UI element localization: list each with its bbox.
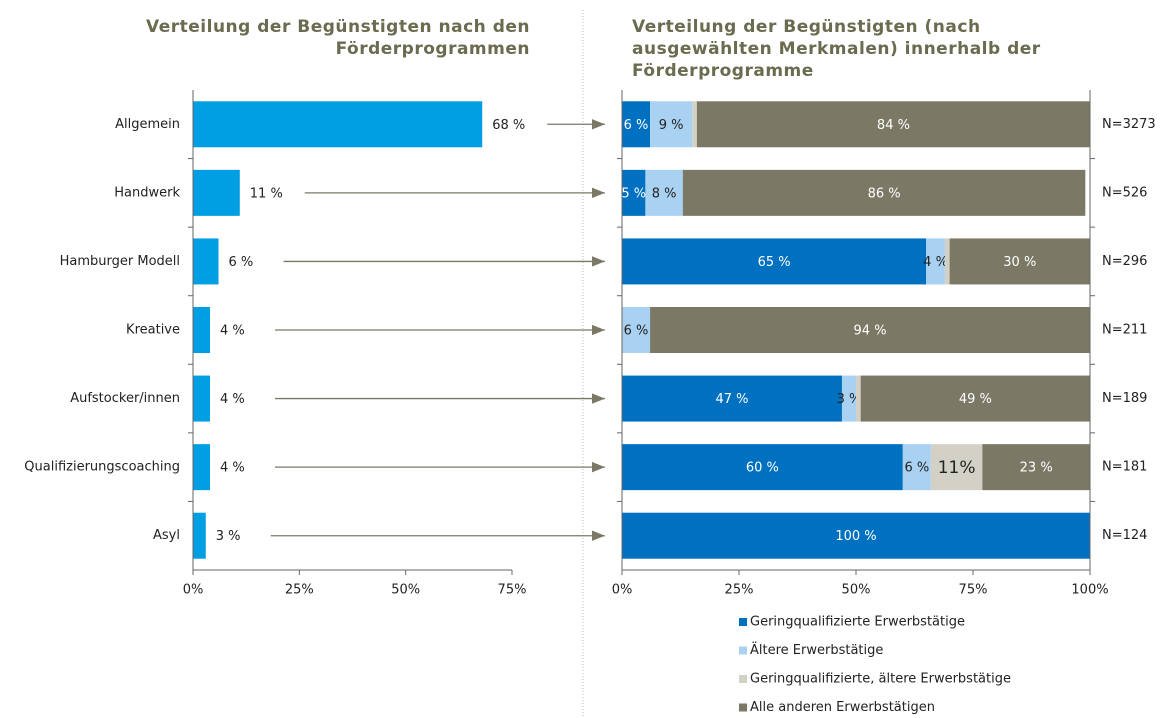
- bar: [193, 101, 483, 148]
- bar: [193, 238, 219, 285]
- value-label: 84 %: [877, 118, 910, 133]
- left-title: Verteilung der Begünstigten nach den För…: [146, 17, 530, 59]
- bar: [193, 512, 206, 559]
- category-label: Hamburger Modell: [60, 254, 180, 269]
- bar-segment: [902, 444, 931, 491]
- x-tick-label: 25%: [725, 583, 754, 598]
- n-label: N=181: [1102, 460, 1147, 475]
- value-label: 49 %: [959, 392, 992, 407]
- value-label: 65 %: [758, 255, 791, 270]
- value-label: 4 %: [220, 324, 245, 339]
- n-label: N=3273: [1102, 117, 1156, 132]
- x-tick-label: 0%: [183, 583, 204, 598]
- bar: [193, 307, 211, 353]
- value-label: 4 %: [220, 392, 245, 407]
- legend-label: Geringqualifizierte, ältere Erwerbstätig…: [750, 672, 1011, 687]
- value-label: 8 %: [652, 186, 677, 201]
- value-label: 60 %: [746, 461, 779, 476]
- bar-segment: [622, 444, 903, 491]
- value-label: 6 %: [624, 118, 649, 133]
- value-label: 11%: [938, 458, 976, 478]
- n-label: N=211: [1102, 323, 1147, 338]
- bar-segment: [650, 307, 1090, 353]
- n-label: N=124: [1102, 528, 1147, 543]
- category-label: Handwerk: [114, 185, 180, 200]
- x-tick-label: 100%: [1071, 583, 1108, 598]
- n-label: N=189: [1102, 391, 1147, 406]
- legend-swatch: [739, 703, 747, 712]
- value-label: 4 %: [220, 461, 245, 476]
- bar-segment: [944, 238, 950, 285]
- category-label: Asyl: [153, 528, 180, 543]
- x-tick-label: 50%: [391, 583, 420, 598]
- bar-segment: [622, 101, 651, 148]
- value-label: 9 %: [659, 118, 684, 133]
- category-label: Qualifizierungscoaching: [24, 460, 180, 475]
- bar-segment: [696, 101, 1090, 148]
- category-label: Allgemein: [115, 117, 180, 132]
- value-label: 68 %: [492, 118, 525, 133]
- value-label: 6 %: [229, 255, 254, 270]
- right-title: Verteilung der Begünstigten (nach ausgew…: [632, 17, 1041, 81]
- bar-segment: [856, 375, 861, 422]
- x-tick-label: 0%: [612, 583, 633, 598]
- category-label: Aufstocker/innen: [70, 391, 180, 406]
- bar: [193, 444, 211, 491]
- bar-segment: [622, 238, 927, 285]
- value-label: 6 %: [904, 461, 929, 476]
- bar-segment: [926, 238, 945, 285]
- value-label: 3 %: [216, 529, 241, 544]
- value-label: 5 %: [621, 186, 646, 201]
- legend-swatch: [739, 646, 747, 655]
- value-label: 4 %: [923, 255, 948, 270]
- x-tick-label: 75%: [959, 583, 988, 598]
- bar-segment: [949, 238, 1090, 285]
- legend-swatch: [739, 618, 747, 626]
- bar-segment: [682, 169, 1086, 216]
- legend-label: Ältere Erwerbstätige: [750, 642, 883, 658]
- value-label: 47 %: [715, 392, 748, 407]
- x-tick-label: 50%: [842, 583, 871, 598]
- bar-segment: [692, 101, 697, 148]
- bar-segment: [622, 169, 646, 216]
- value-label: 6 %: [624, 324, 649, 339]
- bar-segment: [860, 375, 1090, 422]
- bar-segment: [650, 101, 693, 148]
- bar-segment: [622, 307, 651, 353]
- value-label: 30 %: [1003, 255, 1036, 270]
- bar-segment: [622, 375, 842, 422]
- legend-label: Alle anderen Erwerbstätigen: [750, 700, 935, 715]
- n-label: N=526: [1102, 185, 1147, 200]
- bar: [193, 375, 211, 422]
- bar: [193, 169, 240, 216]
- legend-label: Geringqualifizierte Erwerbstätige: [750, 615, 965, 630]
- value-label: 86 %: [868, 186, 901, 201]
- x-tick-label: 75%: [498, 583, 527, 598]
- value-label: 11 %: [250, 186, 283, 201]
- bar-segment: [645, 169, 683, 216]
- bar-segment: [930, 444, 983, 491]
- n-label: N=296: [1102, 254, 1147, 269]
- legend-swatch: [739, 675, 747, 683]
- value-label: 3 %: [837, 392, 862, 407]
- bar-segment: [841, 375, 856, 422]
- category-label: Kreative: [126, 323, 180, 338]
- value-label: 23 %: [1020, 461, 1053, 476]
- bar-segment: [622, 512, 1090, 559]
- value-label: 94 %: [854, 324, 887, 339]
- bar-segment: [982, 444, 1090, 491]
- x-tick-label: 25%: [285, 583, 314, 598]
- value-label: 100 %: [835, 529, 876, 544]
